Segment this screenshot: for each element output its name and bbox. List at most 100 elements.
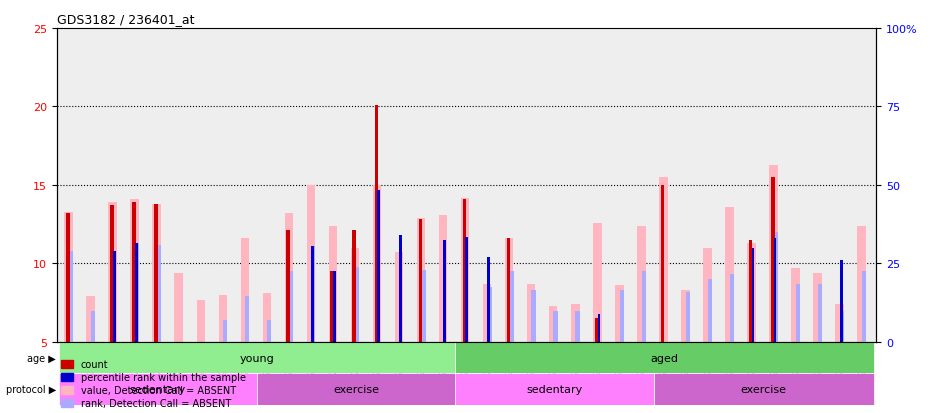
Bar [153,204,161,342]
Bar [284,214,293,342]
Bar [311,247,316,342]
Bar [223,320,227,342]
FancyBboxPatch shape [654,373,874,405]
Bar [686,292,690,342]
Bar [132,203,136,342]
Bar [135,243,139,342]
Bar [505,239,513,342]
Bar [263,294,271,342]
Bar [267,320,271,342]
Bar [375,106,378,342]
FancyBboxPatch shape [58,342,455,373]
FancyBboxPatch shape [58,373,257,405]
Bar [752,248,755,342]
Bar [174,273,183,342]
Bar [615,286,624,342]
Bar [704,248,712,342]
Bar [110,206,114,342]
Bar [113,251,116,342]
Bar [355,267,360,342]
Bar [333,272,336,342]
Bar [64,212,73,342]
Bar [749,240,753,342]
Bar [730,275,734,342]
Bar [818,284,822,342]
Bar [483,284,492,342]
Bar [771,178,774,342]
Bar [487,258,490,342]
Bar [197,300,205,342]
Text: sedentary: sedentary [130,384,186,394]
Bar [507,239,511,342]
Bar [840,261,842,342]
Text: sedentary: sedentary [527,384,582,394]
Text: GDS3182 / 236401_at: GDS3182 / 236401_at [57,13,194,26]
FancyBboxPatch shape [257,373,455,405]
Bar [857,226,866,342]
Bar [661,185,664,342]
FancyBboxPatch shape [455,373,654,405]
Bar [637,226,645,342]
Bar [576,311,579,342]
Bar [90,311,95,342]
Text: age ▶: age ▶ [27,353,57,363]
Bar [681,290,690,342]
Text: exercise: exercise [333,384,379,394]
Bar [245,297,250,342]
Bar [527,284,535,342]
Bar [69,251,73,342]
Bar [510,272,513,342]
Text: protocol ▶: protocol ▶ [6,384,57,394]
Bar [659,178,668,342]
Bar [286,231,290,342]
Bar [418,220,422,342]
Bar [444,240,446,342]
Bar [377,190,380,342]
Bar [352,231,356,342]
Bar [773,233,778,342]
Bar [461,198,469,342]
Bar [331,272,333,342]
Bar [725,207,734,342]
Text: exercise: exercise [740,384,787,394]
Bar [594,318,598,342]
Bar [135,243,138,342]
Bar [862,272,866,342]
Legend: count, percentile rank within the sample, value, Detection Call = ABSENT, rank, : count, percentile rank within the sample… [61,360,246,408]
Bar [840,311,844,342]
Bar [642,272,646,342]
Bar [593,223,602,342]
Bar [395,253,403,342]
Text: aged: aged [651,353,678,363]
Bar [421,270,426,342]
Bar [836,304,844,342]
Text: young: young [239,353,274,363]
Bar [597,314,600,342]
Bar [439,215,447,342]
Bar [87,297,95,342]
Bar [154,204,157,342]
Bar [770,165,778,342]
Bar [707,280,712,342]
Bar [240,239,249,342]
Bar [791,268,800,342]
Bar [329,226,337,342]
Bar [108,203,117,342]
Bar [549,306,558,342]
Bar [747,243,755,342]
Bar [796,284,800,342]
Bar [311,247,314,342]
Bar [219,295,227,342]
Bar [66,214,70,342]
Bar [157,245,161,342]
Bar [416,218,426,342]
Bar [571,304,579,342]
Bar [289,272,293,342]
Bar [350,248,359,342]
Bar [465,237,468,342]
Bar [373,185,382,342]
Bar [554,311,558,342]
FancyBboxPatch shape [455,342,874,373]
Bar [620,290,624,342]
Bar [399,235,402,342]
